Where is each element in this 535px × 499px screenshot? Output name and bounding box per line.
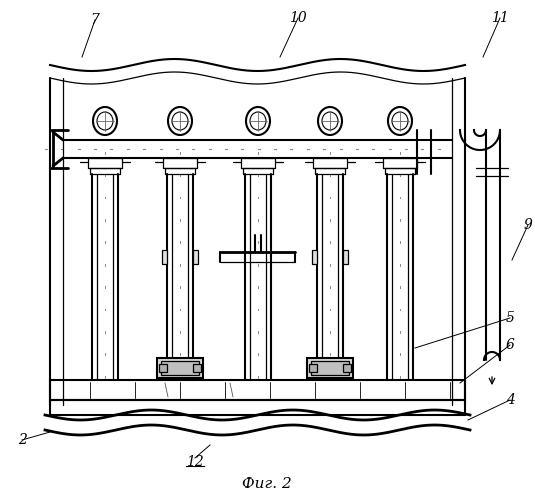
Ellipse shape bbox=[318, 107, 342, 135]
Text: 12: 12 bbox=[186, 455, 204, 469]
Bar bbox=[157, 358, 203, 378]
Ellipse shape bbox=[246, 107, 270, 135]
Text: 10: 10 bbox=[289, 11, 307, 25]
Bar bbox=[309, 364, 317, 372]
Text: 9: 9 bbox=[524, 218, 532, 232]
Text: 5: 5 bbox=[506, 311, 515, 325]
Ellipse shape bbox=[392, 112, 408, 130]
Ellipse shape bbox=[97, 112, 113, 130]
Bar bbox=[162, 250, 167, 264]
Bar bbox=[159, 364, 167, 372]
Bar bbox=[161, 361, 199, 375]
Text: Фиг. 2: Фиг. 2 bbox=[242, 477, 292, 491]
Ellipse shape bbox=[168, 107, 192, 135]
Text: 7: 7 bbox=[90, 13, 100, 27]
Ellipse shape bbox=[250, 112, 266, 130]
Text: 4: 4 bbox=[506, 393, 515, 407]
Bar bbox=[312, 250, 317, 264]
Text: 6: 6 bbox=[506, 338, 515, 352]
Text: 2: 2 bbox=[18, 433, 26, 447]
Ellipse shape bbox=[93, 107, 117, 135]
Ellipse shape bbox=[322, 112, 338, 130]
Bar bbox=[343, 250, 348, 264]
Ellipse shape bbox=[388, 107, 412, 135]
Bar bbox=[193, 250, 198, 264]
Bar bbox=[193, 364, 201, 372]
Ellipse shape bbox=[172, 112, 188, 130]
Text: 11: 11 bbox=[491, 11, 509, 25]
Bar bbox=[343, 364, 351, 372]
Bar bbox=[307, 358, 353, 378]
Bar bbox=[311, 361, 349, 375]
